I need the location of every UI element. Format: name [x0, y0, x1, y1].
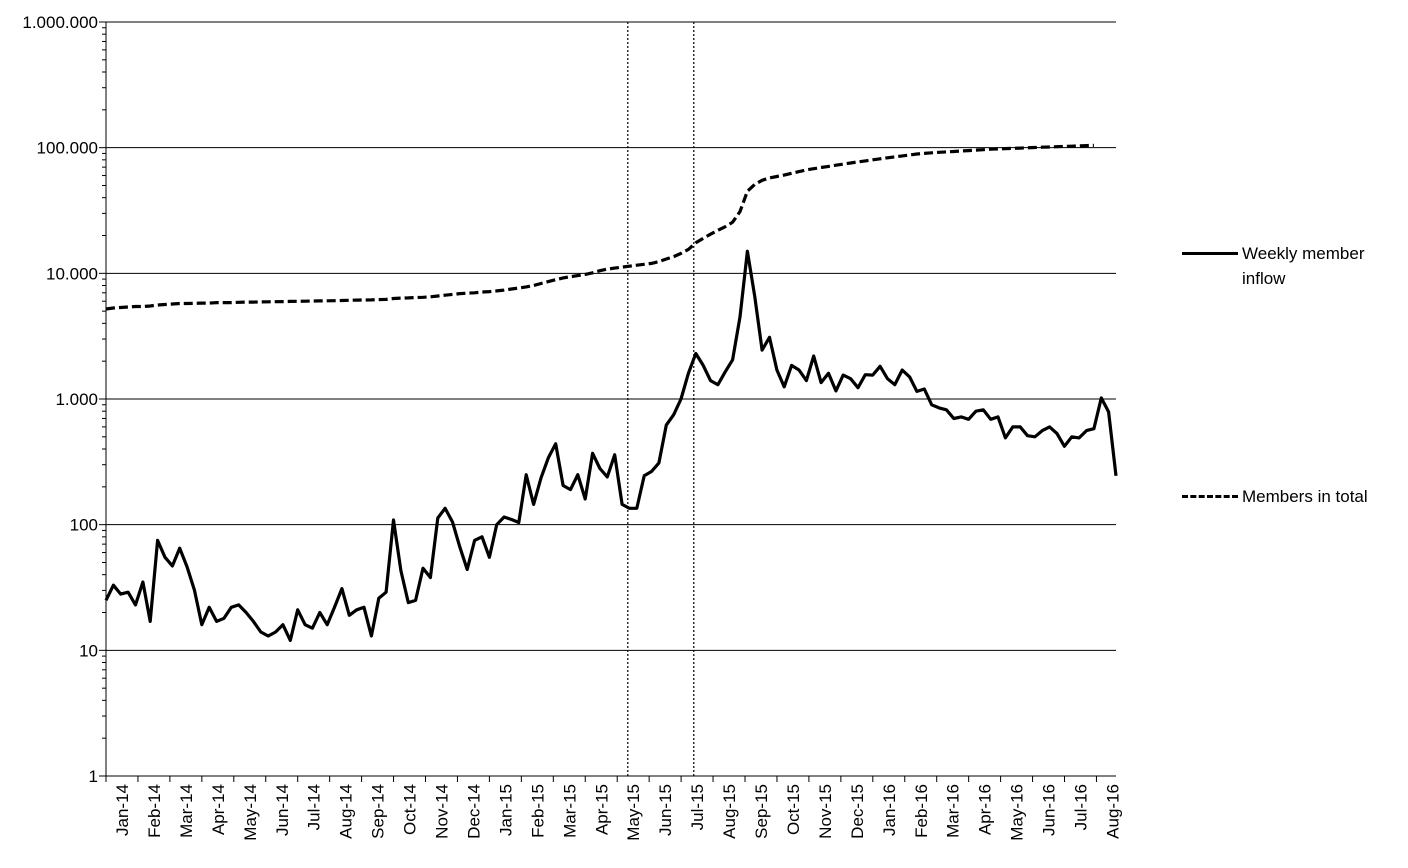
legend-swatch-solid — [1182, 252, 1238, 255]
x-tick-label: Jul-14 — [305, 784, 324, 830]
legend-item-members-total: Members in total — [1182, 484, 1402, 509]
y-tick-label: 100 — [70, 516, 98, 535]
x-tick-label: Jun-15 — [656, 784, 675, 836]
x-tick-label: Apr-15 — [592, 784, 611, 835]
x-tick-label: Nov-15 — [816, 784, 835, 839]
x-tick-label: Aug-14 — [337, 784, 356, 839]
x-tick-label: Aug-15 — [720, 784, 739, 839]
x-tick-label: Feb-15 — [528, 784, 547, 838]
x-tick-label: Mar-15 — [560, 784, 579, 838]
x-tick-label: Sep-14 — [369, 784, 388, 839]
x-tick-label: May-16 — [1008, 784, 1027, 841]
x-tick-label: Jan-16 — [880, 784, 899, 836]
series-line-weekly-inflow — [104, 249, 1118, 643]
y-tick-label: 10 — [79, 641, 98, 660]
x-tick-label: Jan-15 — [496, 784, 515, 836]
gridlines — [106, 21, 1116, 651]
x-tick-label: Sep-15 — [752, 784, 771, 839]
reference-lines — [627, 22, 695, 776]
legend-item-weekly-inflow: Weekly member inflow — [1182, 241, 1402, 291]
y-tick-label: 1.000.000 — [22, 13, 98, 32]
axes — [99, 21, 1116, 782]
x-tick-label: Oct-15 — [784, 784, 803, 835]
legend-label-weekly-inflow: Weekly member inflow — [1242, 244, 1365, 288]
x-tick-label: Jan-14 — [113, 784, 132, 836]
y-tick-labels: 1 10 100 1.000 10.000 100.000 1.000.000 — [22, 13, 98, 786]
legend-label-members-total: Members in total — [1242, 487, 1368, 506]
x-tick-label: Dec-14 — [464, 784, 483, 839]
y-tick-label: 100.000 — [37, 139, 98, 158]
y-tick-label: 1 — [89, 767, 98, 786]
x-tick-label: May-14 — [241, 784, 260, 841]
x-tick-label: Mar-14 — [177, 784, 196, 838]
y-tick-label: 1.000 — [55, 390, 98, 409]
series-group — [104, 143, 1118, 643]
x-tick-label: Jul-15 — [688, 784, 707, 830]
x-tick-label: Jul-16 — [1072, 784, 1091, 830]
x-tick-label: Apr-14 — [209, 784, 228, 835]
x-tick-label: Jun-16 — [1040, 784, 1059, 836]
x-tick-label: Nov-14 — [433, 784, 452, 839]
x-tick-label: May-15 — [624, 784, 643, 841]
x-tick-label: Apr-16 — [976, 784, 995, 835]
x-tick-label: Mar-16 — [944, 784, 963, 838]
x-tick-labels: Jan-14 Feb-14 Mar-14 Apr-14 May-14 Jun-14 Jul-… — [113, 784, 1122, 841]
x-tick-label: Jun-14 — [273, 784, 292, 836]
x-tick-label: Dec-15 — [848, 784, 867, 839]
x-tick-label: Oct-14 — [401, 784, 420, 835]
legend-swatch-dashed — [1182, 495, 1238, 498]
x-tick-label: Feb-16 — [912, 784, 931, 838]
x-tick-label: Feb-14 — [145, 784, 164, 838]
y-tick-label: 10.000 — [46, 264, 98, 283]
series-line-members-total — [105, 143, 1094, 311]
x-tick-label: Aug-16 — [1103, 784, 1122, 839]
